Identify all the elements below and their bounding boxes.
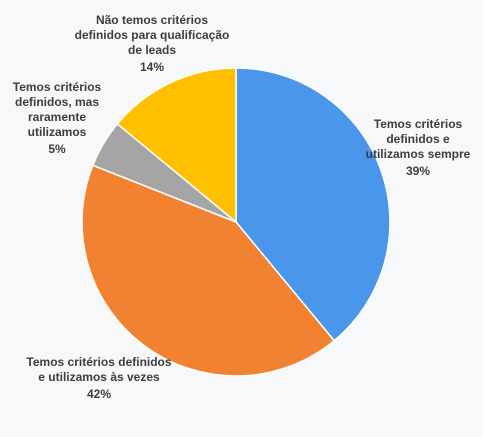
slice-label-raramente-value: 5%	[48, 142, 66, 156]
slice-label-nao-temos-name: Não temos critérios definidos para quali…	[74, 13, 230, 57]
slice-label-as-vezes-name: Temos critérios definidos e utilizamos à…	[26, 355, 172, 384]
slice-label-as-vezes: Temos critérios definidos e utilizamos à…	[24, 355, 174, 402]
slice-label-sempre-name: Temos critérios definidos e utilizamos s…	[365, 117, 471, 161]
slice-label-as-vezes-value: 42%	[86, 387, 112, 401]
pie-slice-sempre	[235, 67, 391, 342]
slice-label-raramente-name: Temos critérios definidos, mas raramente…	[12, 80, 102, 139]
pie-slice-as-vezes	[81, 164, 336, 377]
slice-label-sempre: Temos critérios definidos e utilizamos s…	[356, 117, 480, 179]
slice-label-raramente: Temos critérios definidos, mas raramente…	[4, 80, 110, 157]
slice-label-sempre-value: 39%	[405, 164, 431, 178]
slice-label-nao-temos-value: 14%	[139, 60, 165, 74]
pie-slice-nao-temos	[116, 67, 237, 224]
slice-label-nao-temos: Não temos critérios definidos para quali…	[72, 13, 232, 75]
